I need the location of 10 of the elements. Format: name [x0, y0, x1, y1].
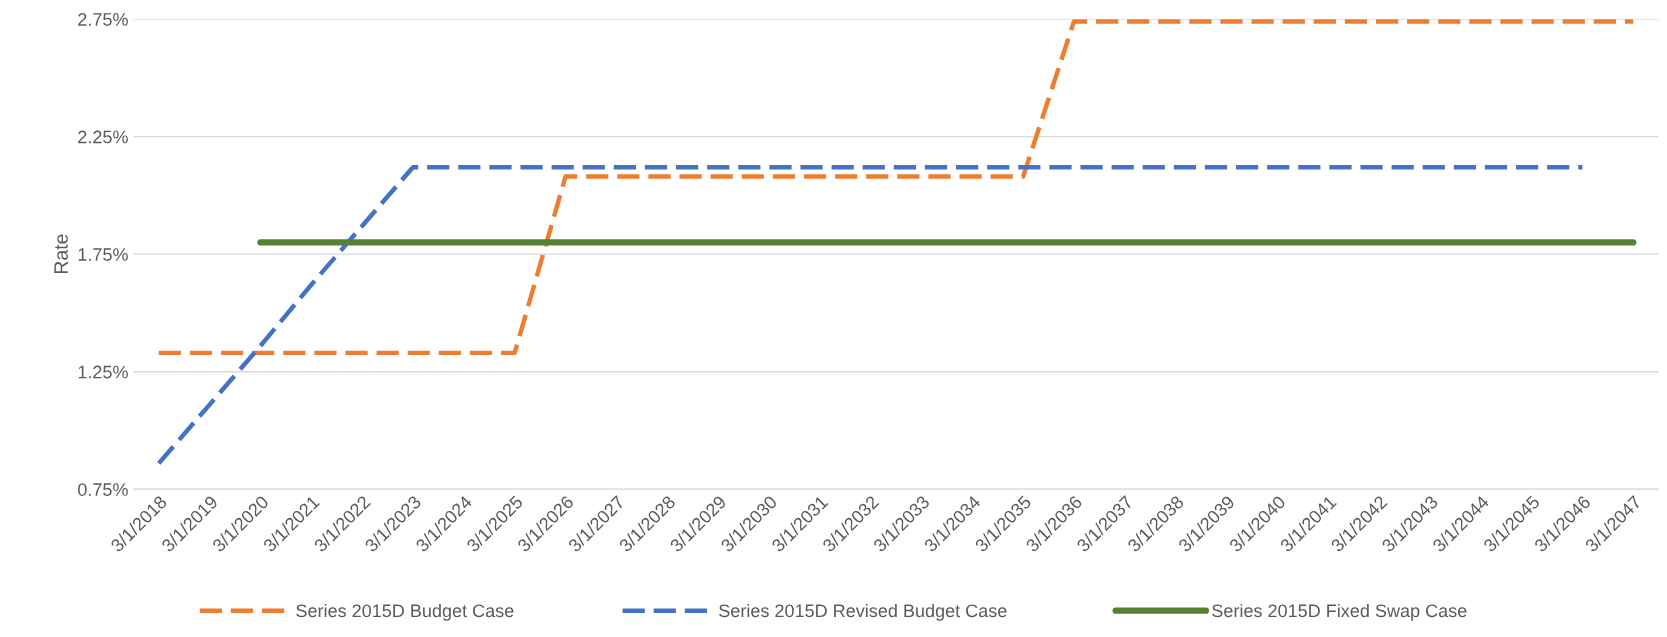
y-tick-label: 1.25%	[78, 365, 128, 379]
legend-label: Series 2015D Fixed Swap Case	[1212, 603, 1467, 621]
y-tick-label: 2.25%	[78, 130, 128, 144]
legend-label: Series 2015D Budget Case	[296, 603, 514, 621]
y-tick-label: 0.75%	[78, 483, 128, 496]
line-series	[156, 164, 1585, 466]
y-tick-label: 2.75%	[78, 13, 128, 26]
y-tick-label: 1.75%	[78, 248, 128, 261]
y-axis-title: Rate	[54, 234, 68, 274]
legend-label: Series 2015D Revised Budget Case	[719, 603, 1007, 621]
